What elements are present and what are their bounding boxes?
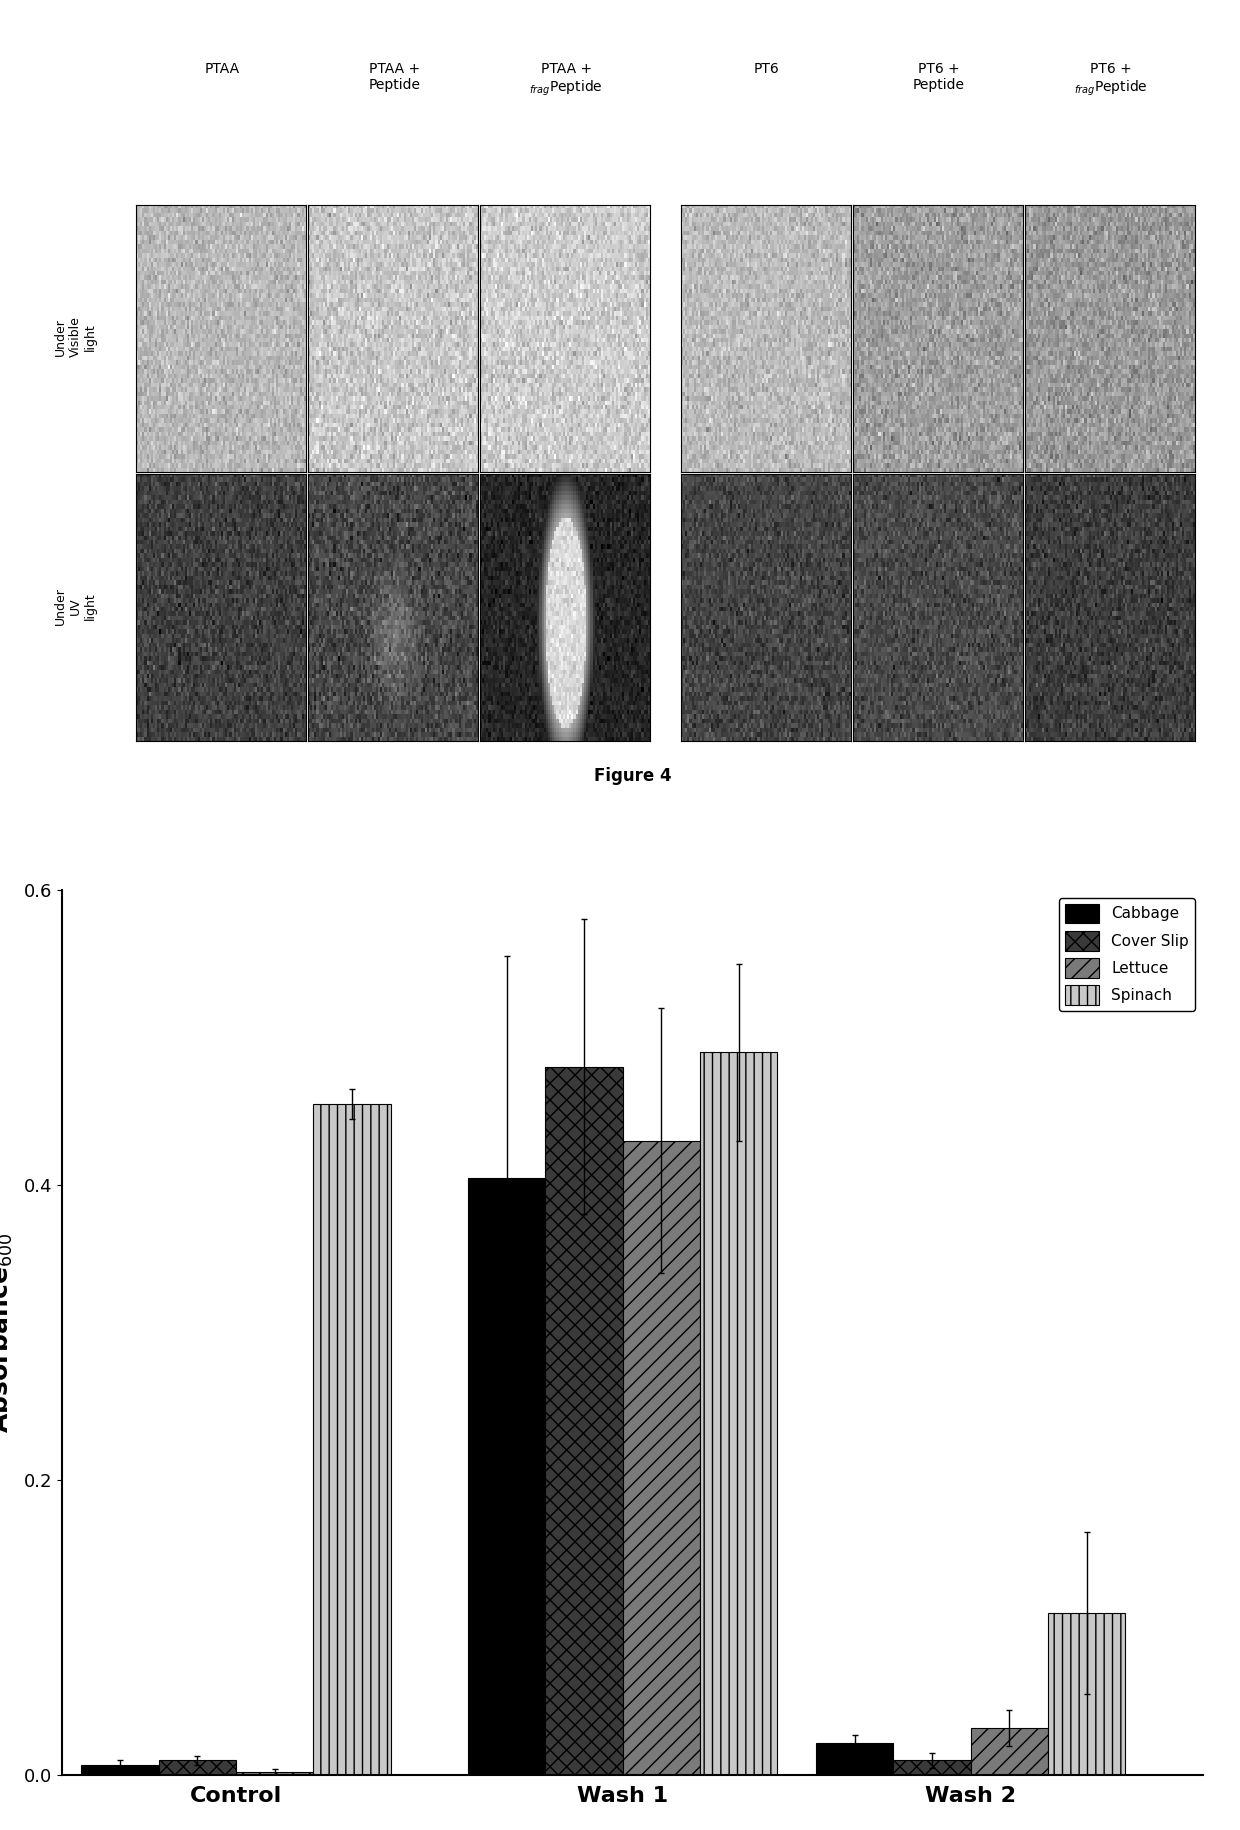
- Bar: [159, 1760, 236, 1775]
- Text: PT6 +
Peptide: PT6 + Peptide: [913, 62, 965, 93]
- Text: Figure 4: Figure 4: [594, 767, 671, 785]
- Bar: [314, 1103, 391, 1775]
- Bar: [546, 1067, 622, 1775]
- Bar: [467, 1177, 546, 1775]
- Bar: [971, 1728, 1048, 1775]
- Text: PTAA +
Peptide: PTAA + Peptide: [368, 62, 420, 93]
- Bar: [622, 1140, 701, 1775]
- Text: PT6 +
$_{frag}$Peptide: PT6 + $_{frag}$Peptide: [1074, 62, 1148, 99]
- Legend: Cabbage, Cover Slip, Lettuce, Spinach: Cabbage, Cover Slip, Lettuce, Spinach: [1059, 897, 1195, 1012]
- Bar: [894, 1760, 971, 1775]
- Text: Under
Visible
light: Under Visible light: [55, 317, 97, 357]
- Bar: [1048, 1612, 1126, 1775]
- Y-axis label: Absorbance$_{600}$: Absorbance$_{600}$: [0, 1232, 15, 1433]
- Text: PT6: PT6: [754, 62, 780, 77]
- Bar: [236, 1771, 314, 1775]
- Text: PTAA +
$_{frag}$Peptide: PTAA + $_{frag}$Peptide: [529, 62, 603, 99]
- Text: Under
UV
light: Under UV light: [55, 587, 97, 626]
- Bar: [701, 1052, 777, 1775]
- Text: PTAA: PTAA: [205, 62, 239, 77]
- Bar: [82, 1764, 159, 1775]
- Bar: [816, 1742, 894, 1775]
